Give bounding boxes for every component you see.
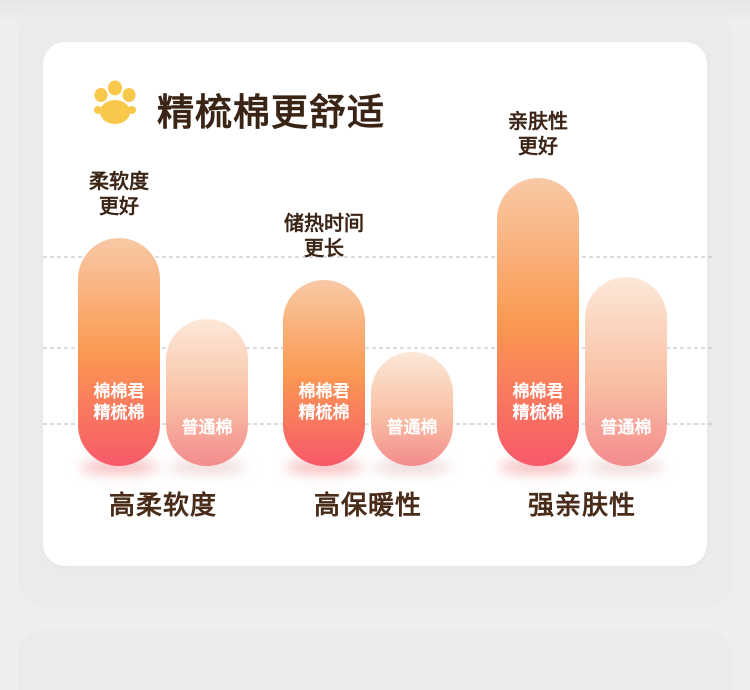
bar-shadow [168, 460, 246, 474]
bar-label: 普通棉 [601, 417, 652, 438]
bar-shadow [80, 460, 158, 474]
page-title: 精梳棉更舒适 [157, 91, 385, 134]
bar-shadow [499, 460, 577, 474]
bar-label: 棉棉君 [94, 381, 145, 402]
bar-label: 精梳棉 [94, 402, 145, 423]
bar-label: 棉棉君 [513, 381, 564, 402]
bar-annotation: 更好 [518, 134, 558, 158]
bar-annotation: 更好 [99, 194, 139, 218]
bar-annotation: 柔软度 [89, 169, 150, 193]
bar-shadow [373, 460, 451, 474]
bar-cotton-combed [283, 280, 365, 466]
bar-label: 普通棉 [387, 417, 438, 438]
bar-label: 棉棉君 [299, 381, 350, 402]
bar-cotton-regular [585, 277, 667, 466]
bar-cotton-combed [78, 238, 160, 466]
bar-label: 精梳棉 [513, 402, 564, 423]
bar-annotation: 储热时间 [284, 211, 364, 235]
paw-icon [94, 80, 136, 124]
bar-label: 普通棉 [182, 417, 233, 438]
bar-shadow [285, 460, 363, 474]
category-label: 强亲肤性 [528, 491, 636, 521]
bar-annotation: 亲肤性 [508, 109, 568, 133]
bar-annotation: 更长 [304, 236, 345, 260]
bar-cotton-regular [371, 352, 453, 466]
bar-chart: 棉棉君精梳棉普通棉柔软度更好高柔软度棉棉君精梳棉普通棉储热时间更长高保暖性棉棉君… [43, 109, 712, 521]
category-label: 高柔软度 [109, 490, 217, 521]
bar-cotton-regular [166, 319, 248, 466]
bar-cotton-combed [497, 178, 579, 466]
bar-label: 精梳棉 [299, 402, 350, 423]
bar-shadow [587, 460, 665, 474]
category-label: 高保暖性 [314, 490, 422, 521]
